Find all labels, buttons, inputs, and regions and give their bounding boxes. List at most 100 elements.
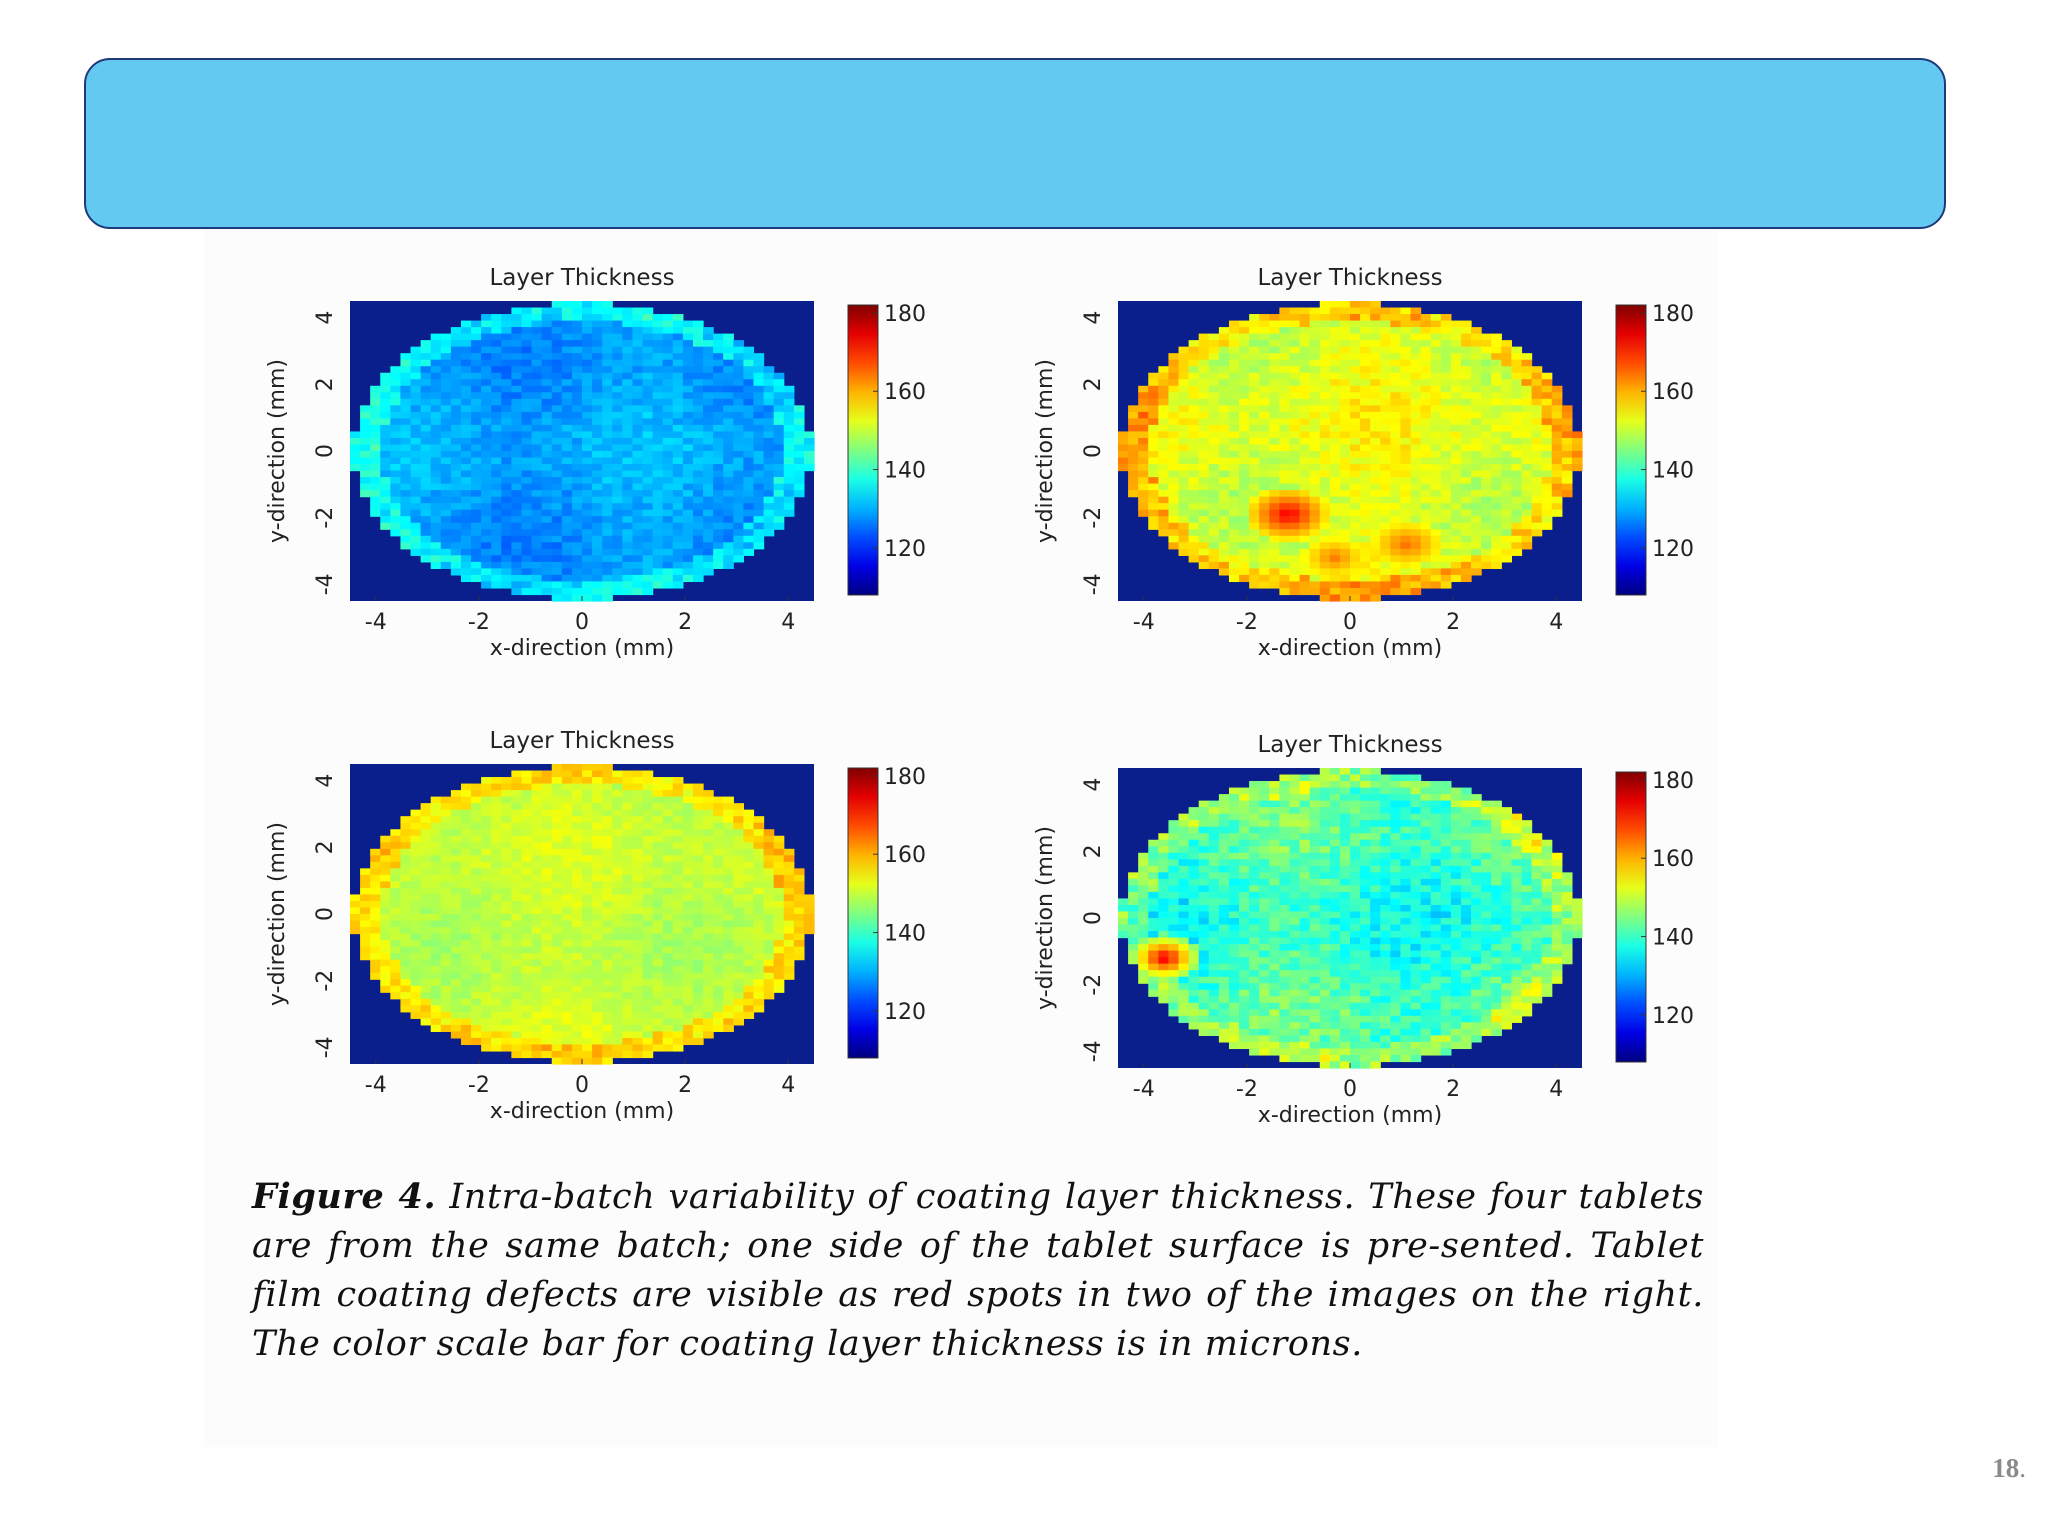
heatmap-cell	[460, 320, 472, 328]
heatmap-cell	[582, 424, 593, 433]
heatmap-cell	[551, 874, 563, 882]
heatmap-cell	[440, 835, 452, 843]
heatmap-cell	[1279, 542, 1291, 550]
heatmap-cell	[1339, 503, 1351, 511]
heatmap-cell	[521, 366, 533, 374]
heatmap-cell	[763, 992, 775, 1000]
heatmap-cell	[571, 881, 583, 889]
heatmap-cell	[390, 392, 402, 400]
heatmap-cell	[551, 927, 563, 935]
heatmap-cell	[1370, 477, 1381, 485]
heatmap-cell	[511, 346, 523, 354]
heatmap-cell	[652, 985, 664, 993]
heatmap-cell	[652, 509, 664, 517]
heatmap-cell	[380, 477, 391, 485]
heatmap-cell	[1309, 490, 1321, 498]
heatmap-cell	[753, 816, 765, 824]
heatmap-cell	[1410, 333, 1422, 341]
heatmap-cell	[1390, 418, 1402, 426]
heatmap-cell	[410, 887, 422, 896]
heatmap-cell	[682, 894, 694, 902]
heatmap-cell	[743, 842, 755, 850]
heatmap-cell	[551, 887, 563, 896]
heatmap-cell	[1521, 372, 1533, 380]
heatmap-cell	[632, 437, 644, 446]
heatmap-cell	[551, 855, 563, 863]
heatmap-cell	[561, 790, 573, 798]
heatmap-cell	[541, 809, 553, 817]
heatmap-cell	[430, 516, 442, 524]
heatmap-cell	[541, 333, 553, 341]
heatmap-cell	[531, 1024, 543, 1032]
heatmap-cell	[642, 424, 654, 433]
heatmap-cell	[672, 555, 684, 563]
heatmap-cell	[370, 483, 381, 491]
heatmap-cell	[1259, 496, 1270, 504]
heatmap-cell	[1460, 490, 1472, 498]
heatmap-cell	[511, 783, 523, 791]
heatmap-cell	[1239, 411, 1250, 419]
heatmap-cell	[672, 959, 684, 967]
heatmap-cell	[582, 385, 593, 393]
heatmap-cell	[692, 803, 704, 811]
heatmap-cell	[521, 940, 533, 948]
plot-title: Layer Thickness	[1257, 265, 1442, 291]
heatmap-cell	[440, 340, 452, 348]
heatmap-cell	[743, 816, 755, 824]
heatmap-cell	[471, 418, 482, 426]
x-tick-label: -4	[365, 1073, 387, 1098]
heatmap-cell	[450, 568, 462, 576]
heatmap-cell	[1460, 503, 1472, 511]
heatmap-cell	[773, 392, 785, 400]
x-axis-label: x-direction (mm)	[490, 636, 674, 661]
heatmap-cell	[1279, 327, 1291, 335]
heatmap-cell	[1460, 574, 1472, 583]
heatmap-cell	[1329, 568, 1341, 576]
heatmap-cell	[551, 418, 563, 426]
heatmap-cell	[1339, 490, 1351, 498]
heatmap-cell	[662, 835, 674, 843]
heatmap-cell	[1360, 314, 1371, 322]
heatmap-cell	[592, 548, 603, 556]
heatmap-cell	[460, 372, 472, 380]
heatmap-cell	[662, 816, 674, 824]
heatmap-cell	[622, 483, 634, 491]
heatmap-cell	[723, 979, 734, 987]
heatmap-cell	[652, 816, 664, 824]
heatmap-cell	[642, 398, 654, 406]
heatmap-cell	[450, 340, 462, 348]
heatmap-cell	[501, 437, 512, 446]
heatmap-cell	[430, 894, 442, 902]
heatmap-cell	[420, 522, 432, 530]
heatmap-cell	[410, 966, 422, 974]
heatmap-cell	[430, 842, 442, 850]
heatmap-cell	[612, 346, 623, 354]
heatmap-cell	[1450, 529, 1462, 537]
heatmap-cell	[652, 372, 664, 380]
heatmap-cell	[743, 437, 755, 446]
heatmap-cell	[1289, 398, 1301, 406]
heatmap-cell	[662, 379, 674, 387]
heatmap-cell	[430, 411, 442, 419]
heatmap-cell	[531, 431, 543, 439]
heatmap-cell	[1138, 490, 1149, 498]
heatmap-cell	[1309, 398, 1321, 406]
heatmap-cell	[682, 809, 694, 817]
heatmap-cell	[420, 548, 432, 556]
heatmap-cell	[1521, 431, 1533, 439]
heatmap-cell	[481, 1031, 492, 1039]
heatmap-cell	[1289, 379, 1301, 387]
heatmap-cell	[1511, 398, 1523, 406]
heatmap-cell	[450, 437, 462, 446]
heatmap-cell	[592, 594, 603, 602]
heatmap-cell	[773, 959, 785, 967]
heatmap-cell	[1370, 372, 1381, 380]
heatmap-cell	[450, 874, 462, 882]
heatmap-cell	[1531, 418, 1543, 426]
heatmap-cell	[773, 900, 785, 909]
heatmap-cell	[521, 777, 533, 785]
heatmap-cell	[1178, 385, 1190, 393]
heatmap-cell	[1158, 405, 1170, 413]
heatmap-cell	[1360, 457, 1371, 465]
heatmap-cell	[460, 561, 472, 569]
